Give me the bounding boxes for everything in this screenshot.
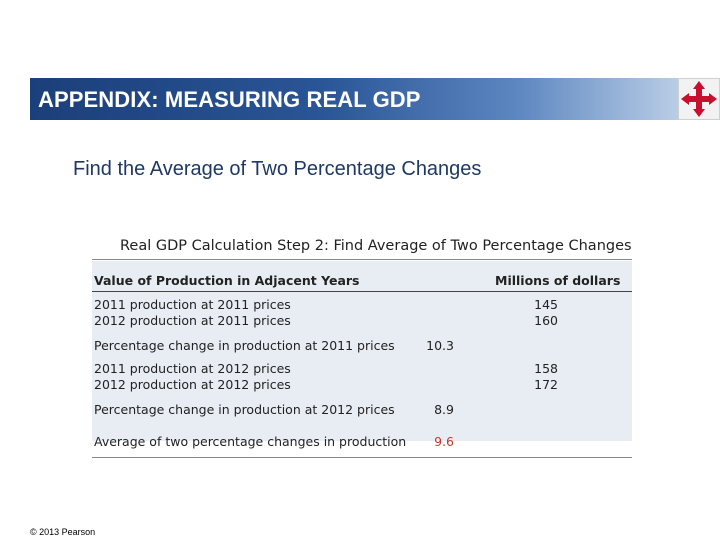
table-row-label: Average of two percentage changes in pro… bbox=[94, 434, 407, 449]
table-row-label: 2012 production at 2012 prices bbox=[94, 377, 291, 392]
four-arrows-cross-logo-icon bbox=[681, 81, 717, 117]
col-header-left: Value of Production in Adjacent Years bbox=[94, 273, 360, 288]
table-row-value: 160 bbox=[534, 313, 558, 328]
table-row-label: 2011 production at 2011 prices bbox=[94, 297, 291, 312]
slide-subtitle: Find the Average of Two Percentage Chang… bbox=[73, 158, 482, 180]
header-rule bbox=[92, 291, 632, 292]
table-row-label: 2012 production at 2011 prices bbox=[94, 313, 291, 328]
col-header-right: Millions of dollars bbox=[495, 273, 621, 288]
copyright-footer: © 2013 Pearson bbox=[30, 527, 96, 537]
table-row-value: 145 bbox=[534, 297, 558, 312]
table-row-label: Percentage change in production at 2012 … bbox=[94, 402, 395, 417]
gdp-calculation-table: Real GDP Calculation Step 2: Find Averag… bbox=[92, 230, 632, 462]
table-row-value-highlight: 9.6 bbox=[434, 434, 454, 449]
table-row-value: 10.3 bbox=[426, 338, 454, 353]
table-row-label: Percentage change in production at 2011 … bbox=[94, 338, 395, 353]
publisher-logo bbox=[678, 78, 720, 120]
table-bottom-rule bbox=[92, 457, 632, 458]
table-top-rule bbox=[92, 259, 632, 260]
header-bar: APPENDIX: MEASURING REAL GDP bbox=[30, 78, 678, 120]
table-row-value: 8.9 bbox=[434, 402, 454, 417]
table-row-label: 2011 production at 2012 prices bbox=[94, 361, 291, 376]
table-row-value: 172 bbox=[534, 377, 558, 392]
table-caption: Real GDP Calculation Step 2: Find Averag… bbox=[120, 238, 632, 254]
page-title: APPENDIX: MEASURING REAL GDP bbox=[38, 87, 421, 112]
table-row-value: 158 bbox=[534, 361, 558, 376]
